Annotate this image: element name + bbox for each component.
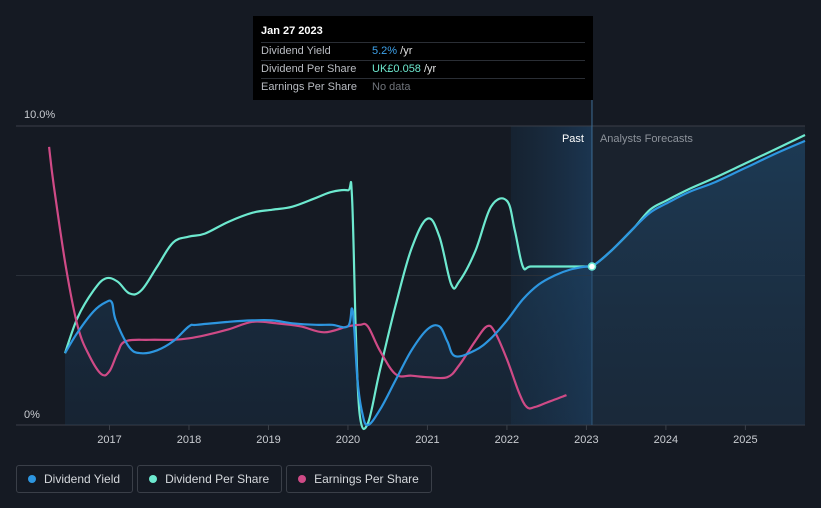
tooltip-label: Earnings Per Share: [261, 81, 357, 93]
x-tick-label: 2020: [336, 434, 360, 446]
x-tick-label: 2018: [177, 434, 201, 446]
y-tick-label-min: 0%: [24, 409, 40, 421]
legend-label: Dividend Per Share: [165, 472, 270, 486]
x-tick-label: 2024: [654, 434, 678, 446]
tooltip-label: Dividend Per Share: [261, 63, 357, 75]
tooltip-value: UK£0.058: [372, 63, 421, 75]
legend-dot-icon: [149, 475, 158, 483]
legend-earnings-per-share[interactable]: Earnings Per Share: [286, 465, 432, 493]
tooltip-date: Jan 27 2023: [261, 25, 323, 37]
tooltip-value: 5.2%: [372, 45, 398, 57]
tooltip-label: Dividend Yield: [261, 45, 331, 57]
tooltip-row-earnings-per-share: Earnings Per Share No data: [261, 78, 585, 96]
marker-dividend-per-share: [587, 262, 597, 271]
legend-label: Earnings Per Share: [314, 472, 419, 486]
x-tick-label: 2017: [97, 434, 121, 446]
x-tick-label: 2019: [256, 434, 280, 446]
x-tick-label: 2022: [495, 434, 519, 446]
legend-label: Dividend Yield: [44, 472, 121, 486]
chart-legend: Dividend Yield Dividend Per Share Earnin…: [16, 465, 432, 493]
legend-dot-icon: [298, 475, 307, 483]
forecast-label: Analysts Forecasts: [600, 133, 693, 145]
tooltip-unit: /yr: [397, 45, 413, 57]
x-tick-label: 2021: [415, 434, 439, 446]
legend-dividend-per-share[interactable]: Dividend Per Share: [137, 465, 283, 493]
tooltip-row-dividend-yield: Dividend Yield 5.2% /yr: [261, 42, 585, 60]
x-tick-label: 2025: [733, 434, 757, 446]
y-tick-label-max: 10.0%: [24, 109, 55, 121]
legend-dividend-yield[interactable]: Dividend Yield: [16, 465, 134, 493]
chart-tooltip: Jan 27 2023 Dividend Yield 5.2% /yr Divi…: [253, 16, 593, 100]
series-line-dividend-yield: [64, 139, 806, 427]
legend-dot-icon: [28, 475, 36, 483]
x-tick-label: 2023: [574, 434, 598, 446]
past-label: Past: [562, 133, 584, 145]
tooltip-row-dividend-per-share: Dividend Per Share UK£0.058 /yr: [261, 60, 585, 78]
tooltip-unit: /yr: [420, 63, 437, 75]
tooltip-value: No data: [372, 81, 411, 93]
series-area-dividend-yield: [65, 140, 805, 426]
